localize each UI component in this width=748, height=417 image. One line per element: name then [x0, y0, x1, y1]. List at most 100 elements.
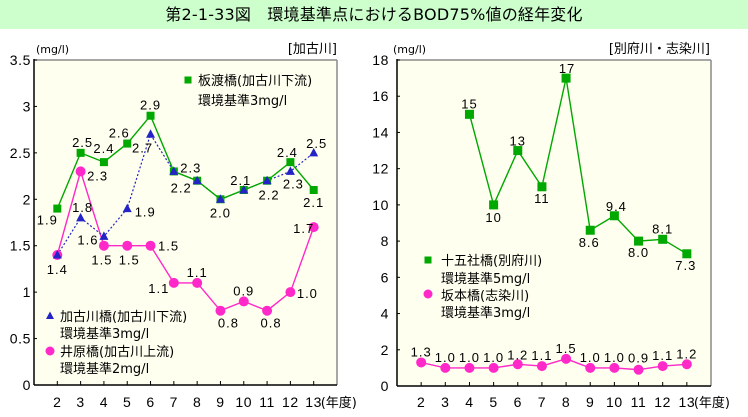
data-label: 1.1 — [652, 348, 673, 363]
data-label: 2.3 — [180, 160, 201, 175]
legend-series-name: 十五社橋(別府川) — [441, 253, 542, 269]
data-point-square — [123, 139, 132, 148]
data-label: 2.9 — [140, 98, 161, 113]
y-axis-unit-label: (mg/l) — [393, 43, 426, 56]
legend-square-icon — [184, 76, 192, 84]
data-label: 2.1 — [230, 173, 251, 188]
data-label: 2.4 — [93, 141, 114, 156]
data-label: 13 — [510, 134, 526, 149]
data-label: 7.3 — [675, 258, 696, 273]
data-point-square — [464, 109, 474, 119]
data-point-square — [537, 182, 547, 192]
data-label: 2.5 — [72, 135, 93, 150]
data-label: 17 — [559, 61, 575, 76]
data-label: 2.6 — [109, 126, 130, 141]
data-label: 0.8 — [218, 316, 239, 331]
legend-series-name: 坂本橋(志染川) — [441, 289, 529, 304]
x-tick-label: 2 — [53, 394, 61, 410]
data-point-circle — [657, 361, 668, 372]
data-label: 1.0 — [459, 350, 480, 365]
legend-series-standard: 環境基準3mg/l — [198, 93, 287, 109]
legend-square-icon — [424, 256, 432, 264]
data-point-square — [489, 200, 499, 210]
y-tick-label: 10 — [372, 197, 389, 213]
data-label: 1.0 — [483, 350, 504, 365]
legend-triangle-icon — [46, 311, 54, 319]
y-tick-label: 14 — [372, 124, 389, 140]
x-tick-label: 7 — [538, 394, 546, 410]
data-point-triangle — [192, 175, 202, 185]
data-label: 2.3 — [87, 168, 108, 183]
legend-circle-icon — [423, 289, 433, 299]
data-point-circle — [285, 287, 296, 298]
legend-series-standard: 環境基準2mg/l — [60, 361, 149, 377]
data-point-square — [561, 73, 571, 83]
data-point-circle — [215, 305, 226, 316]
data-label: 2.0 — [210, 205, 231, 220]
data-point-triangle — [169, 166, 179, 175]
x-tick-label: 4 — [100, 394, 108, 410]
data-point-circle — [585, 362, 596, 373]
x-tick-label: 6 — [146, 394, 154, 410]
data-point-triangle — [309, 147, 319, 157]
y-tick-label: 3 — [23, 98, 31, 114]
y-tick-label: 3.5 — [10, 52, 31, 68]
chart-panel: 00.511.522.533.52 3 4 5 6 7 8 9 10 11 12 13(年度)(mg/… — [10, 42, 357, 411]
data-label: 0.9 — [233, 283, 254, 298]
data-point-circle — [416, 357, 427, 368]
data-point-triangle — [122, 203, 132, 213]
data-point-square — [146, 111, 155, 120]
data-point-circle — [122, 240, 133, 251]
panel-title: [加古川] — [288, 42, 337, 57]
panel-title: [別府川・志染川] — [609, 42, 710, 57]
plot-area — [34, 60, 337, 385]
data-point-circle — [561, 353, 572, 364]
data-point-circle — [536, 361, 547, 372]
data-point-triangle — [239, 185, 249, 194]
data-label: 9.4 — [606, 199, 627, 214]
y-tick-label: 1 — [23, 284, 31, 300]
data-label: 1.9 — [135, 205, 156, 220]
data-point-circle — [488, 362, 499, 373]
data-label: 2.2 — [171, 181, 192, 196]
data-label: 2.7 — [132, 140, 153, 155]
legend-item: 井原橋(加古川上流)環境基準2mg/l — [45, 345, 174, 377]
x-tick-label: 12 — [282, 394, 299, 410]
data-point-triangle — [215, 194, 225, 203]
data-point-square — [53, 204, 62, 213]
data-label: 1.5 — [158, 239, 179, 254]
y-tick-label: 16 — [372, 88, 389, 104]
y-tick-label: 6 — [381, 269, 389, 285]
data-label: 1.4 — [47, 262, 68, 277]
data-point-circle — [98, 240, 109, 251]
x-tick-label: 8 — [562, 394, 570, 410]
legend-item: 板渡橋(加古川下流) 環境基準3mg/l — [184, 73, 312, 109]
data-label: 1.3 — [411, 344, 432, 359]
series-line — [468, 77, 688, 255]
data-label: 1.9 — [37, 213, 58, 228]
data-label: 2.1 — [303, 195, 324, 210]
data-point-circle — [168, 277, 179, 288]
x-axis-label: (年度) — [321, 395, 357, 411]
data-point-triangle — [262, 175, 272, 185]
x-tick-label: 3 — [76, 394, 84, 410]
data-label: 1.0 — [297, 286, 318, 301]
data-point-square — [513, 146, 523, 156]
x-tick-label: 9 — [586, 394, 594, 410]
y-tick-label: 0.5 — [10, 331, 31, 347]
data-point-circle — [75, 166, 86, 177]
data-point-circle — [440, 362, 451, 373]
x-tick-label: 5 — [123, 394, 131, 410]
x-tick-label: 4 — [465, 394, 473, 410]
data-label: 1.6 — [77, 232, 98, 247]
y-tick-label: 1.5 — [10, 238, 31, 254]
data-point-circle — [609, 362, 620, 373]
data-label: 0.8 — [261, 316, 282, 331]
legend-series-name: 加古川橋(加古川下流) — [60, 310, 187, 325]
y-axis-unit-label: (mg/l) — [36, 43, 69, 56]
legend-series-name: 井原橋(加古川上流) — [60, 345, 174, 360]
data-point-circle — [238, 296, 249, 307]
data-label: 1.1 — [187, 265, 208, 280]
legend-item: 十五社橋(別府川) 環境基準5mg/l — [424, 253, 542, 287]
data-label: 8.0 — [628, 245, 649, 260]
